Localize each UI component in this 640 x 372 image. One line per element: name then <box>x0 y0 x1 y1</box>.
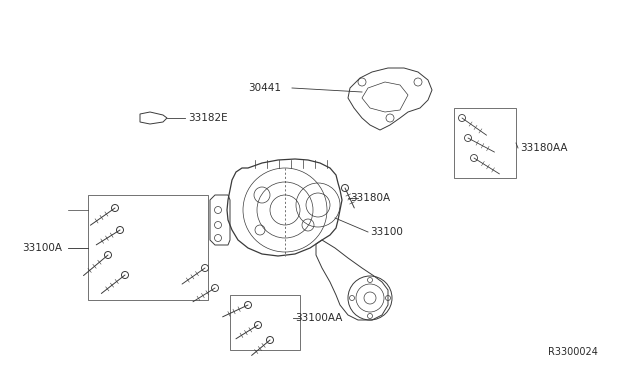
Text: 33100A: 33100A <box>22 243 62 253</box>
Text: 33182E: 33182E <box>188 113 228 123</box>
Text: 33180AA: 33180AA <box>520 143 568 153</box>
Bar <box>88 195 208 300</box>
Text: R3300024: R3300024 <box>548 347 598 357</box>
Bar <box>230 295 300 350</box>
Text: 30441: 30441 <box>248 83 281 93</box>
Bar <box>454 108 516 178</box>
Text: 33100: 33100 <box>370 227 403 237</box>
Text: 33180A: 33180A <box>350 193 390 203</box>
Text: 33100AA: 33100AA <box>295 313 342 323</box>
